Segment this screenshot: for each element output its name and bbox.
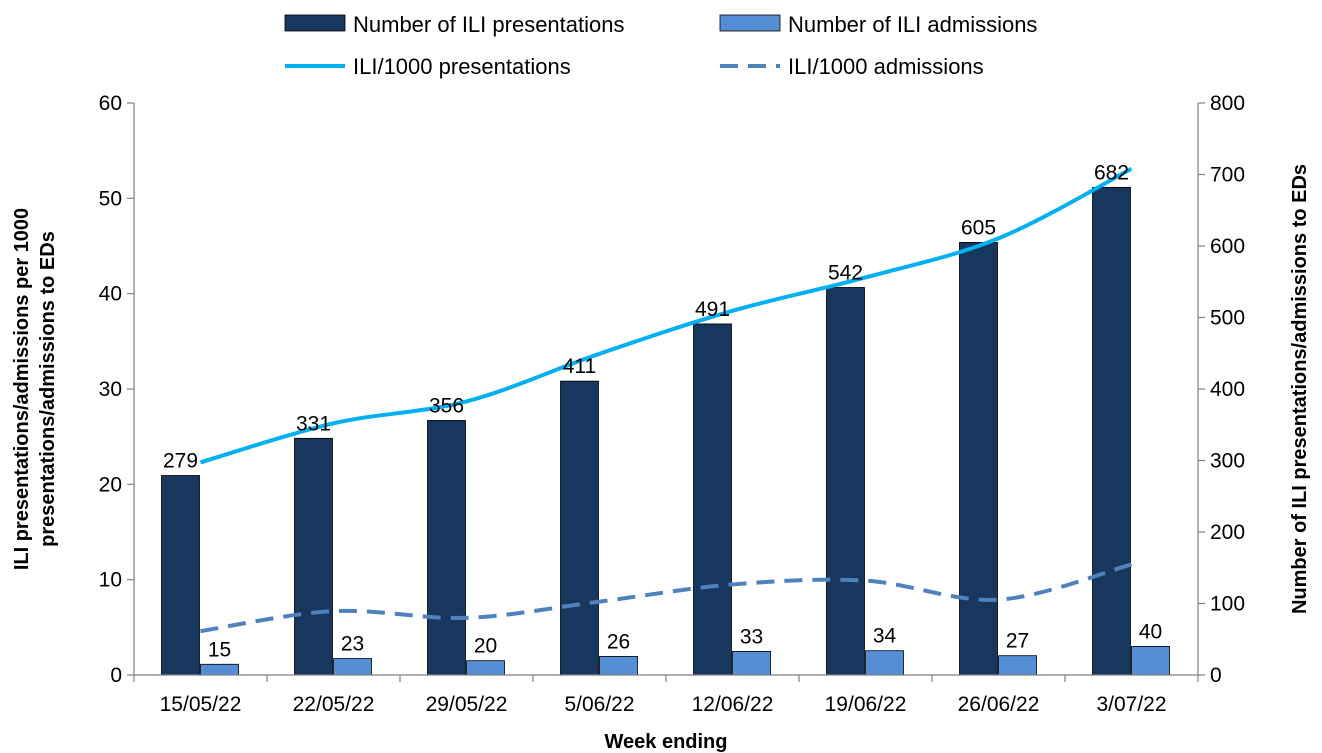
bar-admissions-1 (333, 658, 372, 676)
legend-label-3: ILI/1000 admissions (788, 54, 984, 79)
x-tick-label-6: 26/06/22 (958, 693, 1040, 716)
bar-presentations-4 (693, 323, 732, 676)
y-right-tick-label-3: 300 (1210, 450, 1245, 473)
bars (161, 186, 1170, 676)
data-label-admissions-0: 15 (208, 638, 231, 661)
y-right-tick-label-5: 500 (1210, 307, 1245, 330)
bar-admissions-4 (732, 651, 771, 676)
y-right-tick-label-8: 800 (1210, 92, 1245, 115)
legend-swatch-0 (284, 14, 346, 32)
y-right-tick-label-0: 0 (1210, 664, 1222, 687)
y-left-tick-label-4: 40 (99, 283, 122, 306)
data-label-presentations-6: 605 (961, 216, 996, 239)
bar-presentations-7 (1092, 186, 1131, 676)
y-axis-left-title-line-2: presentations/admissions to EDs (37, 231, 59, 547)
data-label-presentations-7: 682 (1094, 161, 1129, 184)
bar-presentations-6 (959, 242, 998, 676)
y-right-tick-label-2: 200 (1210, 521, 1245, 544)
y-left-tick-label-5: 50 (99, 187, 122, 210)
y-axis-left-title: ILI presentations/admissions per 1000 pre… (11, 208, 59, 570)
data-label-admissions-1: 23 (341, 633, 364, 656)
bar-admissions-5 (865, 650, 904, 676)
bar-presentations-3 (560, 380, 599, 676)
y-right-tick-label-7: 700 (1210, 164, 1245, 187)
bar-admissions-7 (1131, 646, 1170, 676)
legend-label-0: Number of ILI presentations (353, 12, 624, 37)
y-left-tick-label-1: 10 (99, 569, 122, 592)
y-axis-left-title-line-1: ILI presentations/admissions per 1000 (11, 208, 33, 570)
series-lines (199, 167, 1133, 634)
bar-admissions-2 (466, 660, 505, 676)
data-label-presentations-1: 331 (296, 412, 331, 435)
y-right-tick-label-4: 400 (1210, 378, 1245, 401)
x-tick-label-2: 29/05/22 (426, 693, 508, 716)
x-tick-label-3: 5/06/22 (564, 693, 634, 716)
legend: Number of ILI presentations Number of ILI… (284, 12, 1037, 79)
x-axis-title: Week ending (605, 731, 728, 753)
x-tick-label-7: 3/07/22 (1096, 693, 1166, 716)
y-left-tick-label-0: 0 (110, 664, 122, 687)
bar-presentations-5 (826, 287, 865, 676)
bar-admissions-3 (599, 656, 638, 676)
data-label-presentations-3: 411 (563, 355, 596, 378)
axes: 0102030405060010020030040050060070080015… (11, 92, 1311, 753)
data-label-admissions-4: 33 (740, 625, 763, 648)
data-label-presentations-5: 542 (828, 261, 863, 284)
bar-presentations-2 (427, 420, 466, 676)
data-label-admissions-6: 27 (1006, 630, 1029, 653)
y-right-tick-label-1: 100 (1210, 593, 1245, 616)
legend-label-1: Number of ILI admissions (788, 12, 1037, 37)
data-label-presentations-4: 491 (695, 298, 730, 321)
data-label-presentations-2: 356 (429, 394, 464, 417)
x-tick-label-4: 12/06/22 (692, 693, 774, 716)
x-tick-label-5: 19/06/22 (825, 693, 907, 716)
legend-swatch-1 (719, 14, 781, 32)
data-label-admissions-5: 34 (873, 625, 897, 648)
data-label-admissions-3: 26 (607, 630, 630, 653)
data-label-admissions-2: 20 (474, 635, 497, 658)
bar-presentations-1 (294, 437, 333, 676)
data-labels: 279 331 356 411 491 542 605 682 15 23 20 26 33 34 27 40 (163, 161, 1162, 661)
y-left-tick-label-6: 60 (99, 92, 122, 115)
bar-admissions-0 (200, 663, 239, 676)
bar-presentations-0 (161, 475, 200, 676)
data-label-admissions-7: 40 (1139, 620, 1162, 643)
y-left-tick-label-2: 20 (99, 473, 122, 496)
bar-admissions-6 (998, 655, 1037, 676)
y-right-tick-label-6: 600 (1210, 235, 1245, 258)
x-tick-label-1: 22/05/22 (293, 693, 375, 716)
data-label-presentations-0: 279 (163, 450, 198, 473)
line-ili-per-1000-admissions (200, 562, 1133, 634)
x-tick-label-0: 15/05/22 (160, 693, 242, 716)
legend-label-2: ILI/1000 presentations (353, 54, 571, 79)
y-axis-right-title: Number of ILI presentations/admissions t… (1289, 164, 1311, 614)
y-left-tick-label-3: 30 (99, 378, 122, 401)
line-ili-per-1000-presentations (199, 167, 1133, 465)
